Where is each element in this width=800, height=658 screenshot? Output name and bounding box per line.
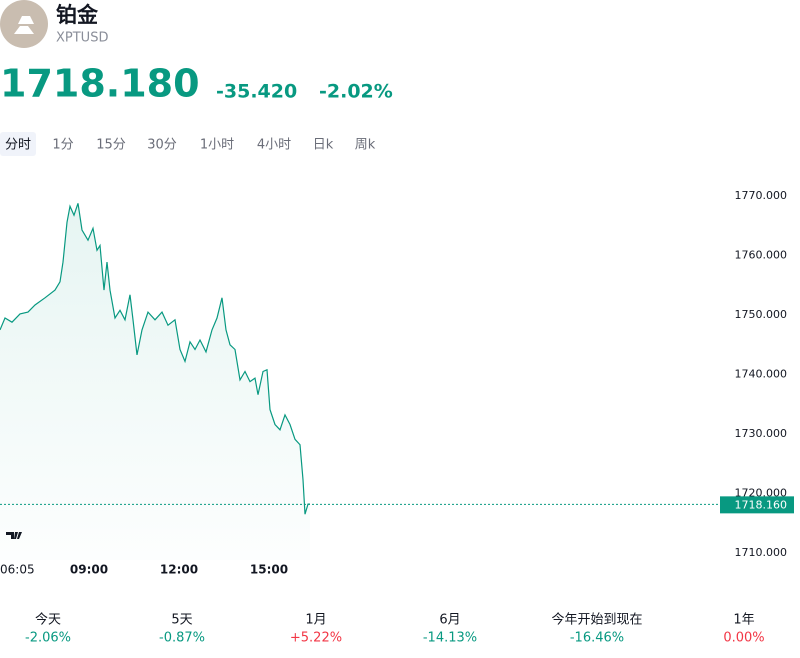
y-tick-label: 1720.000: [735, 486, 788, 499]
x-tick-label: 12:00: [160, 563, 198, 577]
y-tick-label: 1750.000: [735, 308, 788, 321]
change-pct: -2.02%: [319, 81, 393, 103]
y-tick-label: 1740.000: [735, 368, 788, 381]
x-tick-label: 15:00: [250, 563, 288, 577]
period-label[interactable]: 1年: [733, 613, 754, 628]
x-tick-label: 09:00: [70, 563, 108, 577]
price: 1718.180: [0, 62, 200, 106]
y-tick-label: 1710.000: [735, 546, 788, 559]
title: 铂金: [56, 3, 99, 27]
period-label[interactable]: 6月: [439, 613, 460, 628]
period-change[interactable]: -16.46%: [570, 631, 624, 646]
period-change[interactable]: -2.06%: [25, 631, 71, 646]
symbol-icon: [0, 0, 48, 48]
period-change[interactable]: -14.13%: [423, 631, 477, 646]
period-change[interactable]: 0.00%: [723, 631, 764, 646]
change: -35.420: [216, 81, 297, 103]
symbol: XPTUSD: [56, 31, 108, 46]
area: [0, 203, 310, 561]
last-price-label: 1718.160: [735, 498, 788, 511]
x-tick-label: 06:05: [0, 563, 35, 577]
period-change[interactable]: -0.87%: [159, 631, 205, 646]
period-label[interactable]: 今年开始到现在: [551, 612, 642, 628]
tab[interactable]: 分时: [5, 138, 31, 153]
tab[interactable]: 日k: [313, 138, 334, 153]
y-tick-label: 1770.000: [735, 189, 788, 202]
tab[interactable]: 1小时: [200, 138, 234, 153]
y-tick-label: 1730.000: [735, 427, 788, 440]
tab[interactable]: 1分: [52, 138, 73, 153]
period-label[interactable]: 5天: [171, 613, 192, 628]
tab[interactable]: 30分: [147, 138, 177, 153]
period-change[interactable]: +5.22%: [290, 631, 342, 646]
period-label[interactable]: 1月: [305, 613, 326, 628]
y-tick-label: 1760.000: [735, 249, 788, 262]
line: [0, 203, 310, 515]
tab[interactable]: 15分: [96, 138, 126, 153]
tab[interactable]: 4小时: [257, 138, 291, 153]
tab[interactable]: 周k: [355, 138, 376, 153]
last-price-box: [720, 496, 794, 514]
tab-active-bg: [0, 132, 36, 156]
period-label[interactable]: 今天: [35, 612, 61, 628]
